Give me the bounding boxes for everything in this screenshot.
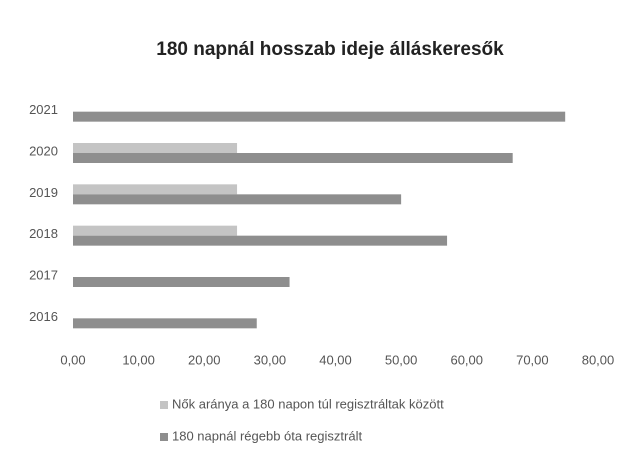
x-tick-label: 0,00 [60, 352, 85, 367]
x-tick-label: 70,00 [516, 352, 549, 367]
y-tick-label: 2016 [29, 309, 58, 324]
bar [73, 184, 238, 195]
x-tick-label: 10,00 [122, 352, 155, 367]
legend-label: 180 napnál régebb óta regisztrált [172, 428, 362, 443]
y-tick-label: 2019 [29, 185, 58, 200]
bar [73, 235, 448, 246]
x-tick-label: 80,00 [582, 352, 615, 367]
bar [73, 111, 566, 122]
x-tick-label: 60,00 [450, 352, 483, 367]
legend-swatch [160, 433, 168, 441]
bar [73, 153, 513, 163]
y-tick-label: 2021 [29, 102, 58, 117]
bar [73, 143, 238, 153]
x-tick-label: 20,00 [188, 352, 221, 367]
chart-title: 180 napnál hosszab ideje álláskeresők [156, 39, 504, 60]
bar [73, 194, 402, 205]
bar [73, 318, 257, 329]
legend-swatch [160, 401, 168, 409]
bar [73, 225, 238, 236]
y-tick-label: 2018 [29, 226, 58, 241]
y-tick-label: 2017 [29, 267, 58, 282]
legend-label: Nők aránya a 180 napon túl regisztráltak… [172, 396, 444, 411]
x-tick-label: 40,00 [319, 352, 352, 367]
y-tick-label: 2020 [29, 143, 58, 158]
x-tick-label: 30,00 [254, 352, 287, 367]
x-tick-label: 50,00 [385, 352, 418, 367]
bar [73, 277, 290, 287]
